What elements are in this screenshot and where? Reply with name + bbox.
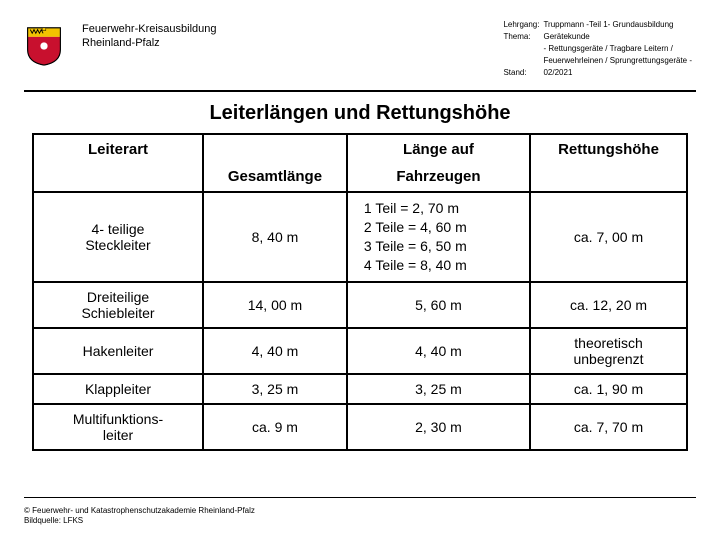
header-rule bbox=[24, 90, 696, 92]
footer-line1: © Feuerwehr- und Katastrophenschutzakade… bbox=[24, 506, 255, 516]
ladder-table: Leiterart Gesamtlänge Länge auf Fahrzeug… bbox=[32, 133, 688, 451]
org-line1: Feuerwehr-Kreisausbildung bbox=[82, 22, 217, 36]
table-header-row: Leiterart Gesamtlänge Länge auf Fahrzeug… bbox=[33, 134, 687, 192]
table-row: Klappleiter 3, 25 m 3, 25 m ca. 1, 90 m bbox=[33, 374, 687, 404]
meta-thema-value2: - Rettungsgeräte / Tragbare Leitern / bbox=[543, 44, 694, 54]
cell-gesamt: 3, 25 m bbox=[203, 374, 347, 404]
cell-laenge: 4, 40 m bbox=[347, 328, 530, 374]
th-leiterart: Leiterart bbox=[33, 134, 203, 192]
table-row: Hakenleiter 4, 40 m 4, 40 m theoretisch … bbox=[33, 328, 687, 374]
cell-gesamt: 4, 40 m bbox=[203, 328, 347, 374]
footer-rule bbox=[24, 497, 696, 498]
cell-rettung: theoretisch unbegrenzt bbox=[530, 328, 687, 374]
cell-rettung: ca. 7, 70 m bbox=[530, 404, 687, 450]
cell-name: Dreiteilige Schiebleiter bbox=[33, 282, 203, 328]
cell-rettung: ca. 12, 20 m bbox=[530, 282, 687, 328]
header-org: Feuerwehr-Kreisausbildung Rheinland-Pfal… bbox=[82, 18, 217, 51]
cell-gesamt: ca. 9 m bbox=[203, 404, 347, 450]
header-meta: Lehrgang: Truppmann -Teil 1- Grundausbil… bbox=[501, 18, 696, 80]
th-rettungshoehe: Rettungshöhe bbox=[530, 134, 687, 192]
cell-gesamt: 14, 00 m bbox=[203, 282, 347, 328]
meta-thema-label: Thema: bbox=[503, 32, 541, 42]
footer-line2: Bildquelle: LFKS bbox=[24, 516, 255, 526]
table-row: Multifunktions- leiter ca. 9 m 2, 30 m c… bbox=[33, 404, 687, 450]
table-row: 4- teilige Steckleiter 8, 40 m 1 Teil = … bbox=[33, 192, 687, 282]
cell-laenge: 5, 60 m bbox=[347, 282, 530, 328]
cell-rettung: ca. 1, 90 m bbox=[530, 374, 687, 404]
meta-lehrgang-value: Truppmann -Teil 1- Grundausbildung bbox=[543, 20, 694, 30]
cell-name: 4- teilige Steckleiter bbox=[33, 192, 203, 282]
meta-lehrgang-label: Lehrgang: bbox=[503, 20, 541, 30]
table-body: 4- teilige Steckleiter 8, 40 m 1 Teil = … bbox=[33, 192, 687, 450]
page: Feuerwehr-Kreisausbildung Rheinland-Pfal… bbox=[0, 0, 720, 540]
cell-rettung: ca. 7, 00 m bbox=[530, 192, 687, 282]
cell-name: Hakenleiter bbox=[33, 328, 203, 374]
footer: © Feuerwehr- und Katastrophenschutzakade… bbox=[24, 506, 255, 526]
table-wrap: Leiterart Gesamtlänge Länge auf Fahrzeug… bbox=[0, 133, 720, 451]
org-line2: Rheinland-Pfalz bbox=[82, 36, 217, 50]
page-title: Leiterlängen und Rettungshöhe bbox=[0, 102, 720, 125]
cell-laenge: 1 Teil = 2, 70 m 2 Teile = 4, 60 m 3 Tei… bbox=[347, 192, 530, 282]
header: Feuerwehr-Kreisausbildung Rheinland-Pfal… bbox=[0, 0, 720, 84]
meta-thema-value1: Gerätekunde bbox=[543, 32, 694, 42]
meta-stand-value: 02/2021 bbox=[543, 68, 694, 78]
meta-thema-value3: Feuerwehrleinen / Sprungrettungsgeräte - bbox=[543, 56, 694, 66]
th-laenge: Länge auf Fahrzeugen bbox=[347, 134, 530, 192]
crest-icon bbox=[24, 18, 66, 66]
cell-name: Klappleiter bbox=[33, 374, 203, 404]
table-row: Dreiteilige Schiebleiter 14, 00 m 5, 60 … bbox=[33, 282, 687, 328]
meta-stand-label: Stand: bbox=[503, 68, 541, 78]
th-gesamtlaenge: Gesamtlänge bbox=[203, 134, 347, 192]
cell-laenge: 3, 25 m bbox=[347, 374, 530, 404]
cell-gesamt: 8, 40 m bbox=[203, 192, 347, 282]
cell-laenge: 2, 30 m bbox=[347, 404, 530, 450]
cell-name: Multifunktions- leiter bbox=[33, 404, 203, 450]
